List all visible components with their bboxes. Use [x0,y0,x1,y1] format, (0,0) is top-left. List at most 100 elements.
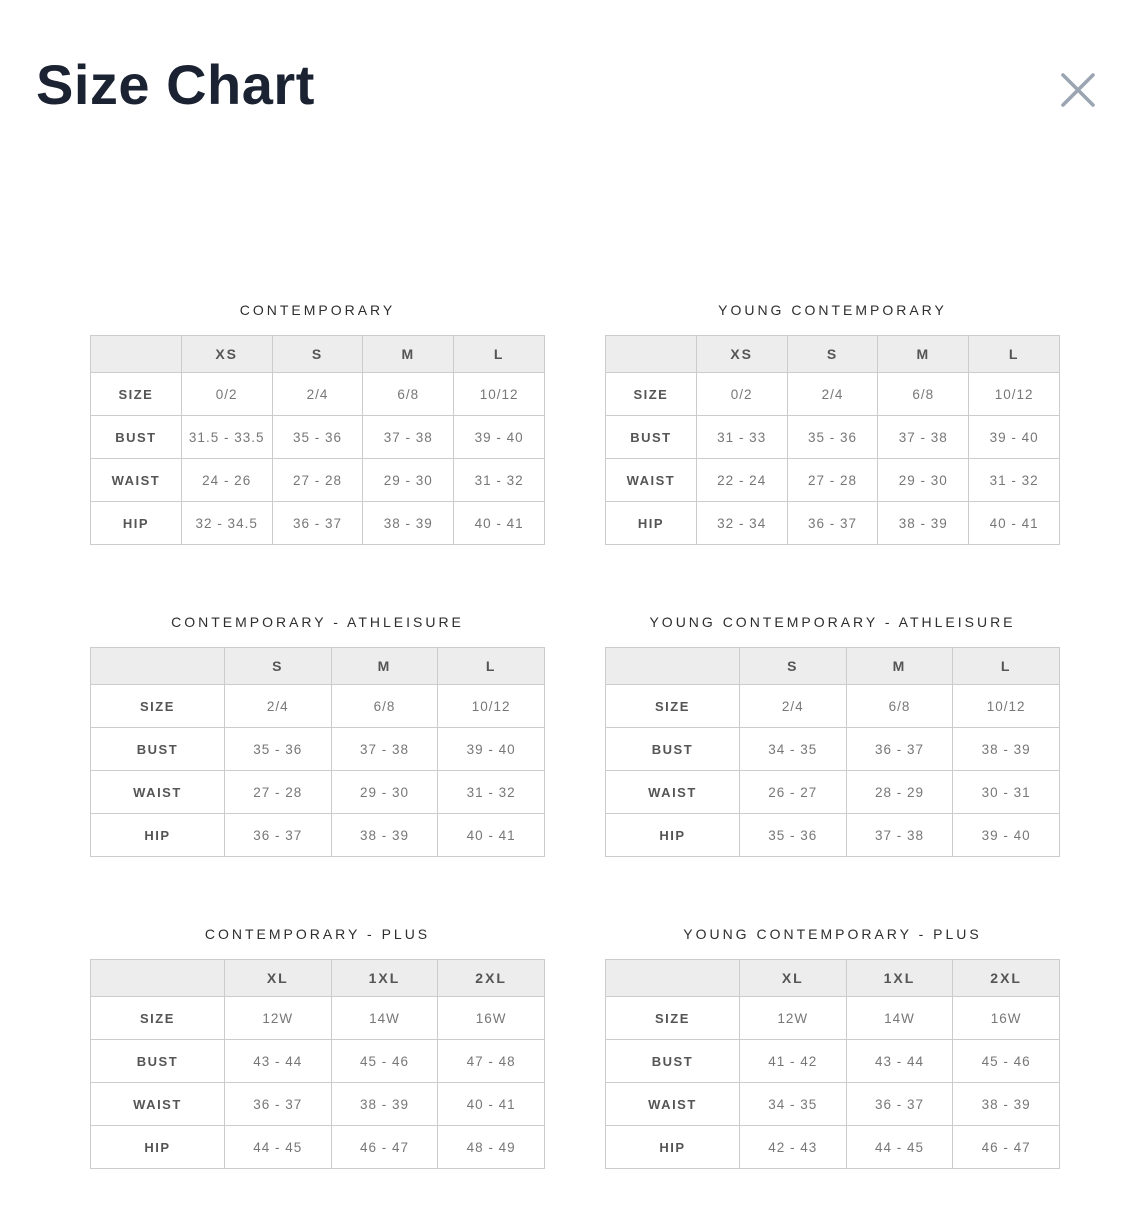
header-row: XS S M L [605,335,1060,373]
column-header: M [877,335,970,373]
size-value: 39 - 40 [968,415,1060,459]
size-value: 38 - 39 [952,1082,1060,1126]
size-table-title: YOUNG CONTEMPORARY [718,302,947,318]
size-value: 36 - 37 [271,501,364,545]
size-table: S M L SIZE 2/4 6/8 10/12 BUST 34 - 35 36 - 37 38 -… [605,647,1060,857]
table-row: SIZE 12W 14W 16W [605,996,1060,1040]
size-value: 10/12 [453,372,545,416]
size-table-section: YOUNG CONTEMPORARY - PLUS XL 1XL 2XL SIZE 12W… [605,926,1060,1169]
size-value: 44 - 45 [223,1125,332,1169]
size-value: 10/12 [952,684,1060,728]
size-value: 45 - 46 [952,1039,1060,1083]
close-button[interactable] [1052,64,1104,116]
corner-cell [605,647,740,685]
size-value: 6/8 [877,372,970,416]
size-value: 29 - 30 [362,458,455,502]
size-value: 44 - 45 [845,1125,954,1169]
row-label: HIP [605,813,740,857]
row-label: HIP [605,1125,740,1169]
size-value: 30 - 31 [952,770,1060,814]
table-row: SIZE 0/2 2/4 6/8 10/12 [605,372,1060,416]
table-row: HIP 42 - 43 44 - 45 46 - 47 [605,1125,1060,1169]
table-row: BUST 34 - 35 36 - 37 38 - 39 [605,727,1060,771]
column-header: XS [695,335,788,373]
table-row: WAIST 27 - 28 29 - 30 31 - 32 [90,770,545,814]
column-header: S [738,647,847,685]
size-value: 16W [952,996,1060,1040]
table-row: WAIST 24 - 26 27 - 28 29 - 30 31 - 32 [90,458,545,502]
row-label: BUST [605,415,697,459]
corner-cell [605,335,697,373]
size-value: 39 - 40 [453,415,545,459]
size-value: 46 - 47 [952,1125,1060,1169]
column-header: XS [180,335,273,373]
size-value: 10/12 [437,684,545,728]
table-row: HIP 44 - 45 46 - 47 48 - 49 [90,1125,545,1169]
size-value: 38 - 39 [330,813,439,857]
row-label: BUST [605,727,740,771]
row-label: HIP [90,813,225,857]
column-header: 2XL [952,959,1060,997]
size-value: 24 - 26 [180,458,273,502]
size-value: 6/8 [362,372,455,416]
table-row: SIZE 2/4 6/8 10/12 [605,684,1060,728]
table-row: HIP 35 - 36 37 - 38 39 - 40 [605,813,1060,857]
size-table-title: YOUNG CONTEMPORARY - ATHLEISURE [649,614,1016,630]
table-row: WAIST 34 - 35 36 - 37 38 - 39 [605,1082,1060,1126]
size-value: 0/2 [180,372,273,416]
size-tables-grid: CONTEMPORARY XS S M L SIZE 0/2 2/4 6/8 10/12 BUST 3… [90,302,1131,1169]
column-header: 1XL [330,959,439,997]
size-table-title: CONTEMPORARY - PLUS [204,926,431,942]
size-table: XS S M L SIZE 0/2 2/4 6/8 10/12 BUST 31.5 - 33.5 35… [90,335,545,545]
size-chart-modal: Size Chart CONTEMPORARY XS S M L SIZE 0/2 2/4 6/… [0,0,1131,1169]
page-title: Size Chart [36,53,315,116]
row-label: HIP [605,501,697,545]
table-row: WAIST 26 - 27 28 - 29 30 - 31 [605,770,1060,814]
row-label: SIZE [90,996,225,1040]
size-value: 37 - 38 [362,415,455,459]
table-row: BUST 43 - 44 45 - 46 47 - 48 [90,1039,545,1083]
column-header: 1XL [845,959,954,997]
modal-header: Size Chart [0,0,1131,122]
row-label: WAIST [90,1082,225,1126]
size-value: 40 - 41 [437,813,545,857]
header-row: XL 1XL 2XL [90,959,545,997]
size-value: 16W [437,996,545,1040]
size-value: 29 - 30 [330,770,439,814]
size-value: 35 - 36 [271,415,364,459]
row-label: WAIST [605,1082,740,1126]
size-value: 2/4 [271,372,364,416]
size-value: 43 - 44 [845,1039,954,1083]
table-row: BUST 35 - 36 37 - 38 39 - 40 [90,727,545,771]
size-table: S M L SIZE 2/4 6/8 10/12 BUST 35 - 36 37 - 38 39 -… [90,647,545,857]
size-value: 38 - 39 [362,501,455,545]
size-value: 38 - 39 [330,1082,439,1126]
size-value: 39 - 40 [952,813,1060,857]
column-header: M [362,335,455,373]
size-value: 36 - 37 [845,1082,954,1126]
size-table: XL 1XL 2XL SIZE 12W 14W 16W BUST 41 - 42 43 - 44 4… [605,959,1060,1169]
size-value: 22 - 24 [695,458,788,502]
size-value: 34 - 35 [738,1082,847,1126]
column-header: L [453,335,545,373]
table-row: WAIST 36 - 37 38 - 39 40 - 41 [90,1082,545,1126]
size-value: 31.5 - 33.5 [180,415,273,459]
size-value: 32 - 34 [695,501,788,545]
row-label: WAIST [90,458,182,502]
close-icon [1061,73,1095,107]
size-table-section: YOUNG CONTEMPORARY XS S M L SIZE 0/2 2/4 6/8 10/1… [605,302,1060,545]
row-label: HIP [90,501,182,545]
column-header: 2XL [437,959,545,997]
header-row: XL 1XL 2XL [605,959,1060,997]
corner-cell [90,335,182,373]
table-row: HIP 32 - 34.5 36 - 37 38 - 39 40 - 41 [90,501,545,545]
size-value: 36 - 37 [845,727,954,771]
size-value: 10/12 [968,372,1060,416]
size-value: 31 - 32 [437,770,545,814]
size-value: 38 - 39 [877,501,970,545]
row-label: WAIST [90,770,225,814]
size-value: 36 - 37 [223,813,332,857]
size-value: 29 - 30 [877,458,970,502]
size-table-title: CONTEMPORARY [239,302,396,318]
